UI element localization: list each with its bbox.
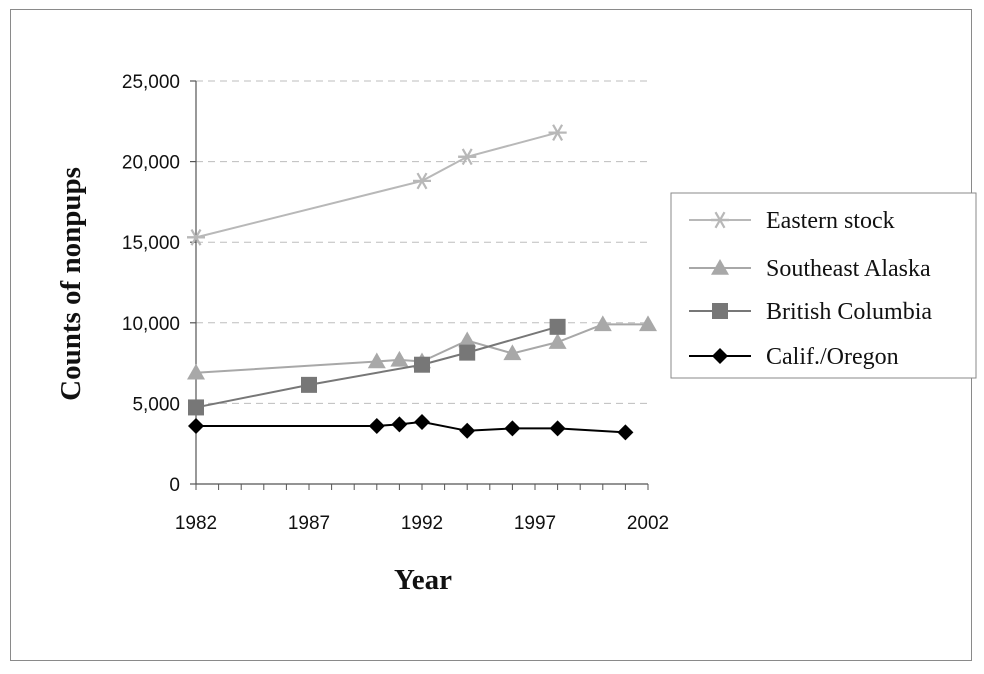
data-point-asterisk	[548, 124, 567, 141]
data-point-asterisk	[187, 228, 205, 246]
series-eastern-stock	[187, 124, 567, 246]
data-point-triangle	[711, 259, 729, 275]
data-point-diamond	[414, 413, 430, 430]
y-tick-label: 20,000	[122, 153, 180, 174]
data-point-triangle	[639, 315, 657, 332]
legend-label: Eastern stock	[766, 208, 895, 234]
x-tick-label: 2002	[627, 513, 669, 534]
data-point-square	[459, 344, 476, 361]
data-point-diamond	[712, 348, 728, 364]
data-point-triangle	[367, 352, 386, 369]
y-tick-label: 5,000	[132, 394, 180, 415]
data-point-triangle	[548, 333, 567, 349]
y-tick-label: 10,000	[122, 314, 180, 335]
data-point-diamond	[459, 422, 476, 439]
series-british-columbia	[188, 318, 566, 416]
legend-label: Southeast Alaska	[766, 256, 931, 282]
data-point-diamond	[368, 417, 385, 434]
data-point-square	[414, 356, 430, 373]
y-tick-label: 25,000	[122, 72, 180, 93]
y-tick-label: 0	[169, 475, 180, 496]
data-point-square	[712, 303, 728, 319]
data-point-triangle	[593, 315, 612, 332]
data-point-diamond	[617, 424, 634, 441]
data-point-diamond	[188, 417, 204, 434]
series-line	[195, 131, 558, 239]
data-point-square	[301, 376, 317, 393]
data-point-square	[188, 399, 204, 416]
legend: Eastern stock Southeast Alaska British Col…	[670, 192, 977, 379]
series	[187, 124, 657, 441]
gridlines	[196, 80, 648, 404]
data-point-asterisk	[711, 211, 729, 229]
axes	[190, 80, 649, 490]
tick-labels: 0 5,000 10,000 15,000 20,000 25,000 1982 1987 19…	[122, 72, 669, 534]
data-point-square	[549, 318, 566, 335]
series-calif-oregon	[188, 413, 634, 441]
x-tick-label: 1987	[288, 513, 330, 534]
data-point-asterisk	[458, 148, 477, 166]
y-axis-title: Counts of nonpups	[55, 167, 87, 401]
x-axis-title: Year	[394, 564, 452, 596]
data-point-diamond	[549, 420, 566, 437]
x-tick-label: 1997	[514, 513, 556, 534]
data-point-diamond	[504, 420, 521, 437]
legend-label: British Columbia	[766, 299, 932, 325]
data-point-diamond	[391, 416, 408, 433]
data-point-triangle	[187, 363, 205, 380]
x-tick-label: 1982	[175, 513, 217, 534]
x-tick-label: 1992	[401, 513, 443, 534]
data-point-asterisk	[413, 172, 431, 190]
data-point-triangle	[390, 350, 409, 367]
legend-label: Calif./Oregon	[766, 344, 899, 370]
data-point-triangle	[458, 331, 477, 348]
y-tick-label: 15,000	[122, 233, 180, 254]
data-point-triangle	[503, 344, 522, 361]
